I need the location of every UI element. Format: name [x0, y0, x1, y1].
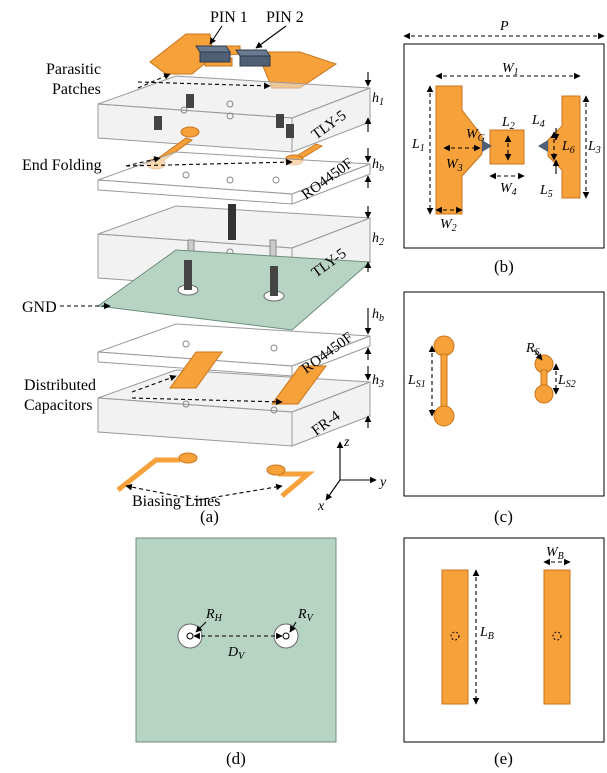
dim-RV: RV [297, 607, 315, 624]
strip2-bottom-pad [534, 384, 554, 404]
panel-e-capacitor-dimensions: LB WB (e) [403, 537, 605, 768]
parasitic-patches-line2: Patches [52, 81, 101, 98]
distributed-capacitors-line2: Capacitors [24, 397, 92, 414]
dim-W3: W3 [446, 157, 463, 174]
height-h2: h2 [372, 231, 384, 248]
biasing-lines [116, 452, 315, 498]
end-folding-label: End Folding [22, 157, 102, 174]
height-h3: h3 [372, 373, 384, 390]
height-hb-top: hb [372, 157, 384, 174]
right-gap-marker [538, 140, 548, 152]
dim-RS: RS [525, 341, 540, 358]
dim-DV: DV [227, 645, 246, 662]
dim-LS1: LS1 [407, 373, 426, 390]
dim-L6: L6 [561, 139, 575, 156]
dim-P: P [499, 19, 509, 34]
capacitor-strip-left [441, 569, 469, 705]
ground-plane-square [135, 537, 337, 743]
dim-WG: WG [466, 127, 485, 144]
caption-a: (a) [200, 507, 219, 526]
ground-hole-right [273, 623, 299, 649]
dim-L2: L2 [501, 115, 515, 132]
distributed-capacitor-strips [169, 351, 327, 405]
via-left [186, 632, 194, 640]
axis-x-label: x [317, 499, 325, 514]
board-fr4 [97, 369, 371, 447]
parasitic-patches-label: Parasitic Patches [46, 61, 105, 98]
coordinate-axes: z y x [317, 435, 387, 514]
strip1-bottom-pad [433, 405, 455, 427]
distributed-capacitors-line1: Distributed [24, 377, 96, 394]
caption-b: (b) [494, 257, 514, 276]
strip1-top-pad [433, 335, 455, 357]
ground-hole-left [177, 623, 203, 649]
axis-z-label: z [343, 435, 350, 450]
dim-L4: L4 [531, 113, 545, 130]
dim-RH: RH [205, 607, 223, 624]
pin2-label: PIN 2 [266, 9, 304, 26]
center-patch [489, 129, 525, 165]
strip1-line [440, 353, 448, 411]
feed-pins [195, 45, 271, 67]
biasing-lines-label: Biasing Lines [132, 493, 220, 510]
dim-LS2: LS2 [557, 373, 576, 390]
height-h1: h1 [372, 91, 384, 108]
panel-d-ground-plane: RH RV DV (d) [135, 537, 337, 768]
right-patch [547, 95, 581, 199]
ground-plane-layer [96, 249, 372, 331]
caption-d: (d) [226, 749, 246, 768]
parasitic-patches-line1: Parasitic [46, 61, 101, 78]
axis-y-label: y [378, 475, 387, 490]
dim-L1: L1 [411, 137, 425, 154]
board-ro4450f-top [97, 151, 371, 205]
caption-e: (e) [494, 749, 513, 768]
via-right [282, 632, 290, 640]
panel-c-end-folding-dimensions: LS1 RS LS2 (c) [403, 291, 605, 526]
gnd-label: GND [22, 299, 57, 316]
panel-b-patch-dimensions: P W1 L1 W3 WG L2 L4 L6 L3 W4 L5 W2 (b) [403, 19, 605, 276]
left-gap-marker [482, 140, 492, 152]
panel-a-exploded-view: z y x PIN 1 PIN 2 Parasitic Patches End … [22, 9, 387, 526]
height-hb-bottom: hb [372, 307, 384, 324]
dim-W2: W2 [440, 217, 457, 234]
pin1-label: PIN 1 [210, 9, 248, 26]
dim-W4: W4 [500, 181, 517, 198]
caption-c: (c) [494, 507, 513, 526]
capacitor-strip-right [543, 569, 571, 705]
callout-lines [60, 25, 293, 501]
dim-L3: L3 [587, 139, 601, 156]
dim-W1: W1 [502, 61, 519, 78]
distributed-capacitors-label: Distributed Capacitors [24, 377, 100, 414]
dim-L5: L5 [539, 183, 553, 200]
dim-LB: LB [479, 625, 494, 642]
dim-WB: WB [546, 545, 564, 562]
